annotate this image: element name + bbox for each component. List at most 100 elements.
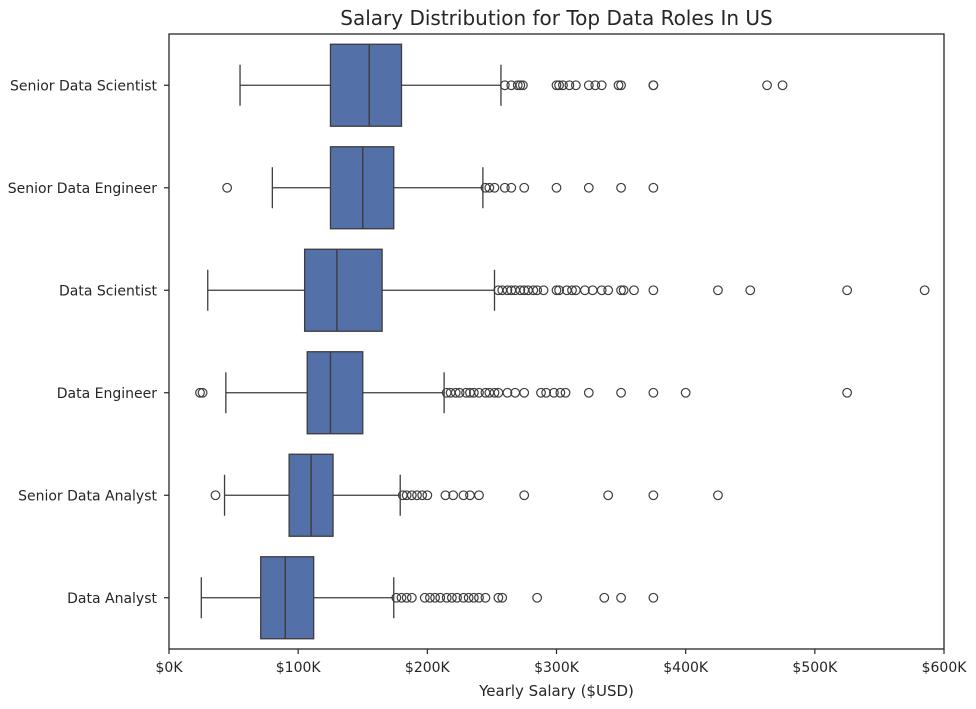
outlier-point xyxy=(648,490,659,501)
outlier-point xyxy=(570,80,581,91)
outlier-point xyxy=(590,80,601,91)
outlier-point xyxy=(842,285,853,296)
box-group-2 xyxy=(207,248,930,332)
box-group-0 xyxy=(239,43,788,127)
outlier-point xyxy=(538,285,549,296)
outlier-point xyxy=(551,285,562,296)
outlier-point xyxy=(603,285,614,296)
outlier-point xyxy=(528,285,539,296)
outlier-point xyxy=(558,80,568,91)
outlier-point xyxy=(596,285,607,296)
outlier-point xyxy=(489,182,500,193)
y-tick-label: Data Scientist xyxy=(59,283,158,299)
outlier-point xyxy=(713,490,723,501)
outlier-point xyxy=(777,80,788,91)
outlier-point xyxy=(762,80,772,91)
outlier-point xyxy=(616,285,626,296)
outlier-point xyxy=(502,387,513,398)
outlier-point xyxy=(680,387,691,398)
box-iqr xyxy=(306,351,364,435)
x-tick-label: $400K xyxy=(663,660,709,676)
y-tick-label: Senior Data Scientist xyxy=(10,78,158,94)
outlier-point xyxy=(195,387,205,398)
outlier-point xyxy=(474,387,484,398)
outlier-point xyxy=(448,490,459,501)
outlier-point xyxy=(532,592,543,603)
chart-title: Salary Distribution for Top Data Roles I… xyxy=(340,6,773,30)
outlier-point xyxy=(441,592,452,603)
outlier-point xyxy=(541,387,552,398)
outlier-point xyxy=(406,592,417,603)
outlier-point xyxy=(499,182,510,193)
outlier-point xyxy=(616,387,626,398)
outlier-point xyxy=(583,182,594,193)
outlier-point xyxy=(616,80,626,91)
outlier-point xyxy=(515,80,526,91)
y-tick-label: Senior Data Engineer xyxy=(8,181,158,197)
outlier-point xyxy=(506,182,517,193)
outlier-point xyxy=(616,182,626,193)
outlier-point xyxy=(497,592,508,603)
outlier-point xyxy=(532,285,543,296)
outlier-point xyxy=(480,592,491,603)
box-iqr xyxy=(303,248,383,332)
outlier-point xyxy=(842,387,853,398)
outlier-point xyxy=(499,80,510,91)
box-group-4 xyxy=(210,453,723,537)
y-tick-label: Senior Data Analyst xyxy=(18,488,157,504)
x-tick-label: $100K xyxy=(276,660,322,676)
outlier-point xyxy=(560,387,571,398)
x-tick-label: $200K xyxy=(405,660,451,676)
outlier-point xyxy=(452,592,462,603)
outlier-point xyxy=(564,80,575,91)
outlier-point xyxy=(519,182,530,193)
outlier-point xyxy=(629,285,639,296)
box-group-5 xyxy=(200,556,659,640)
outlier-point xyxy=(515,285,526,296)
outlier-point xyxy=(618,285,629,296)
x-tick-label: $600K xyxy=(922,660,968,676)
outlier-point xyxy=(536,387,546,398)
outlier-point xyxy=(648,387,659,398)
outlier-point xyxy=(435,592,446,603)
outlier-point xyxy=(474,592,484,603)
outlier-point xyxy=(474,490,484,501)
outlier-point xyxy=(580,285,590,296)
outlier-point xyxy=(583,387,594,398)
outlier-point xyxy=(391,592,402,603)
outlier-point xyxy=(446,592,457,603)
outlier-point xyxy=(417,490,428,501)
outlier-point xyxy=(567,285,577,296)
x-tick-label: $300K xyxy=(534,660,580,676)
outlier-point xyxy=(648,592,659,603)
outlier-point xyxy=(613,80,624,91)
outlier-point xyxy=(616,592,626,603)
outlier-point xyxy=(555,387,566,398)
outlier-point xyxy=(745,285,756,296)
outlier-point xyxy=(222,182,233,193)
outlier-point xyxy=(461,387,471,398)
y-tick-label: Data Engineer xyxy=(57,386,157,402)
outlier-point xyxy=(519,387,530,398)
outlier-point xyxy=(419,592,430,603)
x-axis-label: Yearly Salary ($USD) xyxy=(479,682,634,700)
outlier-point xyxy=(396,592,407,603)
outlier-point xyxy=(648,285,659,296)
outlier-point xyxy=(406,490,417,501)
outlier-point xyxy=(197,387,208,398)
outlier-point xyxy=(463,592,474,603)
outlier-point xyxy=(519,490,530,501)
outlier-point xyxy=(512,80,523,91)
outlier-point xyxy=(450,387,461,398)
outlier-point xyxy=(919,285,930,296)
outlier-point xyxy=(468,592,479,603)
outlier-point xyxy=(401,592,412,603)
y-tick-label: Data Analyst xyxy=(67,591,157,607)
outlier-point xyxy=(599,592,610,603)
outlier-point xyxy=(551,182,562,193)
outlier-point xyxy=(458,490,469,501)
outlier-point xyxy=(458,592,469,603)
outlier-point xyxy=(401,490,412,501)
outlier-point xyxy=(468,387,479,398)
